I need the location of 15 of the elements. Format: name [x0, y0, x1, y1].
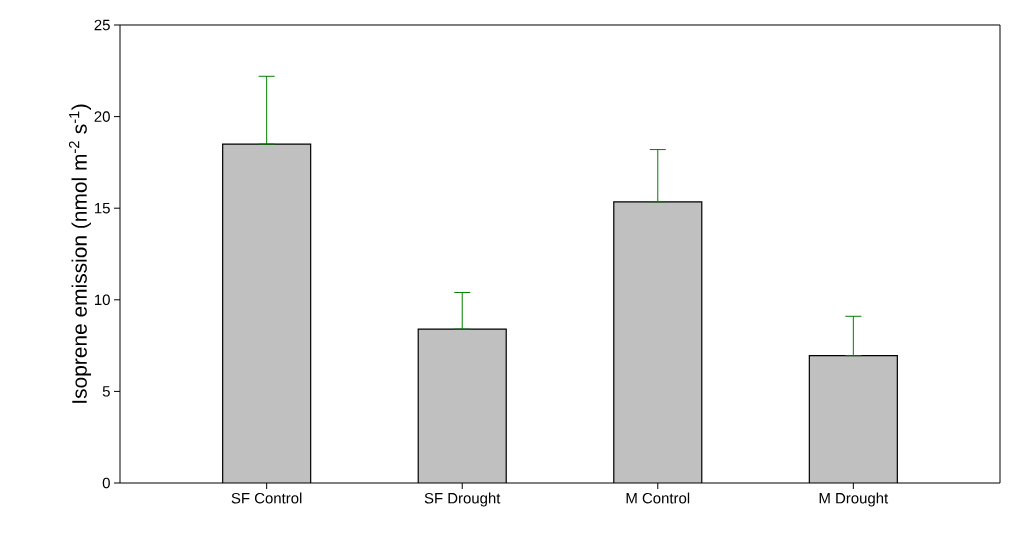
y-tick-label: 20 [94, 111, 110, 122]
x-tick-label: M Control [626, 492, 690, 504]
x-tick-label: M Drought [819, 492, 889, 507]
bar [613, 201, 703, 483]
y-tick-label: 15 [95, 202, 110, 214]
bar [808, 355, 898, 483]
x-tick-label: SF Drought [424, 492, 501, 507]
bar [417, 328, 507, 483]
bar [222, 143, 312, 483]
y-tick-label: 0 [102, 477, 110, 489]
x-tick-label: SF Control [231, 492, 302, 504]
y-tick-label: 5 [102, 386, 110, 397]
y-tick-label: 25 [94, 19, 110, 31]
y-axis-title: Isoprene emission (nmol m$^{-2}$ s$^{-1}$) [68, 104, 92, 403]
y-tick-label: 10 [95, 294, 110, 306]
